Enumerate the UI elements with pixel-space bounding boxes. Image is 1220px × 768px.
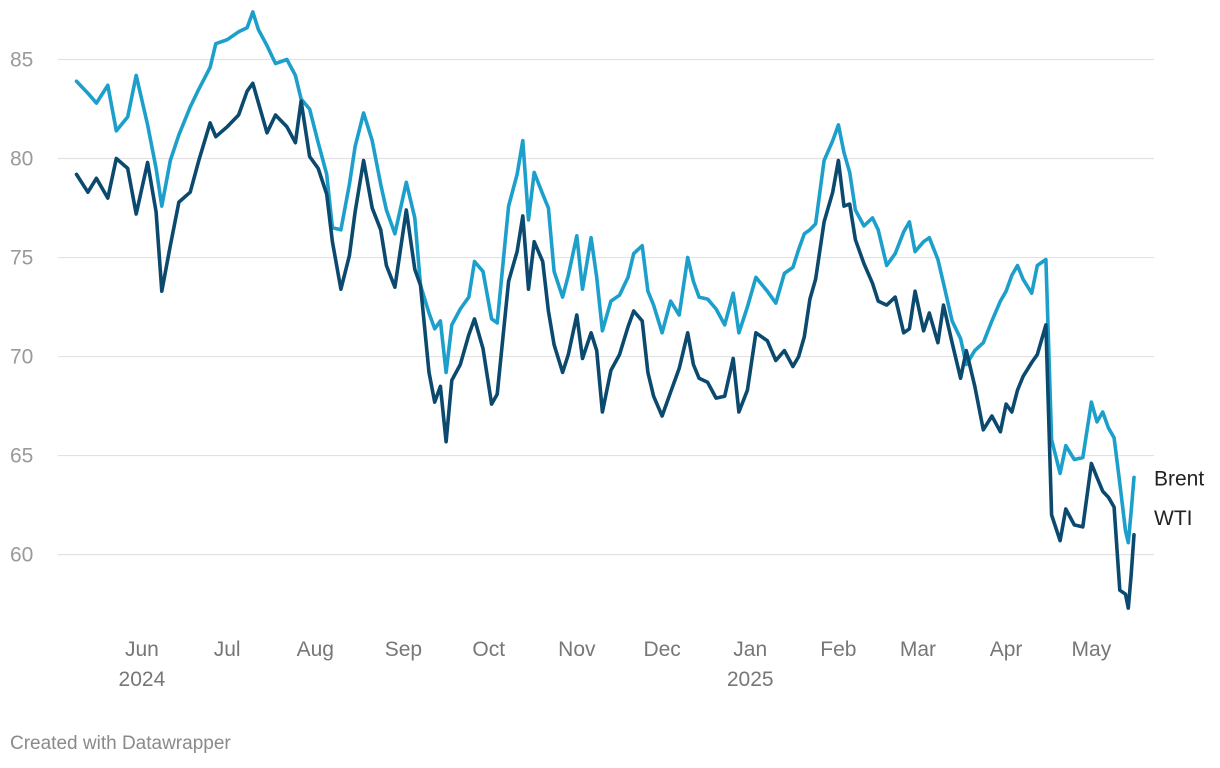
x-tick-label: Jan (733, 638, 767, 661)
y-tick-label: 85 (10, 49, 33, 72)
y-tick-label: 65 (10, 445, 33, 468)
gridlines (58, 58, 1154, 556)
x-tick-label: Nov (558, 638, 596, 661)
x-tick-label: Sep (385, 638, 422, 661)
series-line-brent (74, 10, 1136, 545)
x-tick-year-label: 2024 (119, 668, 166, 691)
x-tick-label: Mar (900, 638, 936, 661)
series-line-wti (74, 81, 1136, 610)
x-tick-label: May (1072, 638, 1112, 661)
x-tick-label: Feb (820, 638, 856, 661)
x-tick-label: Dec (643, 638, 680, 661)
y-tick-label: 75 (10, 247, 33, 270)
y-tick-label: 80 (10, 148, 33, 171)
datawrapper-credit: Created with Datawrapper (10, 733, 231, 754)
x-tick-label: Oct (472, 638, 505, 661)
series-label-brent: Brent (1154, 467, 1204, 490)
x-axis-tick-labels: Jun 2024 Jul Aug Sep Oct Nov Dec Jan 2025 Feb Mar Ap… (119, 638, 1112, 691)
series-label-wti: WTI (1154, 507, 1192, 530)
x-tick-label: Apr (990, 638, 1023, 661)
y-tick-label: 60 (10, 544, 33, 567)
x-tick-label: Aug (297, 638, 334, 661)
series-labels: Brent WTI (1154, 467, 1204, 529)
x-tick-label: Jun (125, 638, 159, 661)
y-axis-tick-labels: 60 65 70 75 80 85 (10, 49, 33, 567)
x-tick-year-label: 2025 (727, 668, 774, 691)
series-lines (74, 10, 1136, 610)
x-tick-label: Jul (214, 638, 241, 661)
y-tick-label: 70 (10, 346, 33, 369)
